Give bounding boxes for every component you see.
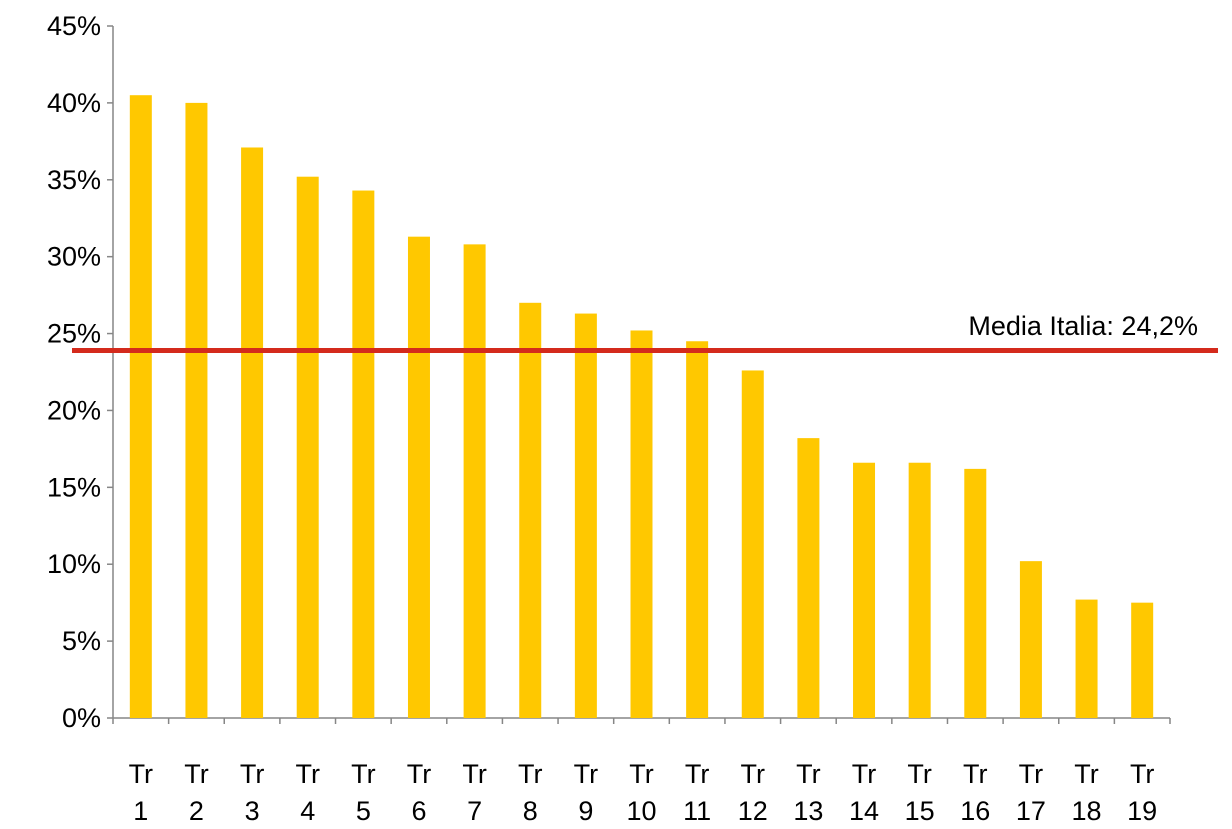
x-tick-label: Tr 14: [849, 759, 879, 824]
reference-line-group: Media Italia: 24,2%: [72, 311, 1218, 353]
y-tick-label: 40%: [47, 88, 101, 118]
x-tick-label: Tr 16: [960, 759, 990, 824]
bar: [686, 341, 709, 718]
bar: [296, 176, 319, 719]
x-tick-label: Tr 5: [351, 759, 375, 824]
y-tick-label: 35%: [47, 165, 101, 195]
x-tick-label: Tr 13: [793, 759, 823, 824]
x-tick-label: Tr 18: [1072, 759, 1102, 824]
average-reference-label: Media Italia: 24,2%: [968, 311, 1198, 341]
bar: [241, 147, 264, 719]
x-tick-label: Tr 15: [905, 759, 935, 824]
x-tick-label: Tr 3: [240, 759, 264, 824]
x-tick-label: Tr 2: [184, 759, 208, 824]
bar: [407, 236, 430, 719]
y-tick-label: 10%: [47, 549, 101, 579]
y-tick-label: 25%: [47, 319, 101, 349]
bars: [129, 95, 1154, 719]
bar: [1075, 599, 1098, 718]
y-axis: 0% 5% 10% 15% 20% 25% 30% 35% 40% 45%: [47, 11, 114, 733]
bar: [1019, 561, 1042, 718]
x-tick-label: Tr 6: [407, 759, 431, 824]
x-axis: Tr 1 Tr 2 Tr 3 Tr 4 Tr 5 Tr 6 Tr 7 Tr 8 Tr 9 Tr 10 Tr 11 Tr 12 T…: [112, 717, 1171, 826]
y-tick-label: 20%: [47, 395, 101, 425]
bar: [574, 313, 597, 718]
bar: [741, 370, 764, 718]
bar: [129, 95, 152, 718]
x-tick-label: Tr 8: [518, 759, 542, 824]
x-tick-label: Tr 9: [574, 759, 598, 824]
bar: [908, 462, 931, 718]
bar: [185, 102, 208, 718]
y-tick-label: 5%: [62, 626, 101, 656]
x-tick-label: Tr 1: [129, 759, 153, 824]
bar: [797, 438, 820, 718]
x-tick-label: Tr 7: [462, 759, 486, 824]
x-tick-label: Tr 17: [1016, 759, 1046, 824]
bar: [463, 244, 486, 718]
x-tick-label: Tr 4: [295, 759, 319, 824]
y-tick-label: 15%: [47, 472, 101, 502]
x-tick-label: Tr 19: [1127, 759, 1157, 824]
bar: [519, 302, 542, 718]
x-tick-label: Tr 11: [683, 759, 711, 824]
bar: [352, 190, 375, 718]
y-tick-label: 30%: [47, 242, 101, 272]
x-tick-label: Tr 12: [738, 759, 768, 824]
bar: [964, 468, 987, 718]
x-tick-label: Tr 10: [626, 759, 656, 824]
bar: [853, 462, 876, 718]
bar: [1131, 602, 1154, 718]
y-tick-label: 45%: [47, 11, 101, 41]
y-tick-label: 0%: [62, 703, 101, 733]
bar: [630, 330, 653, 718]
